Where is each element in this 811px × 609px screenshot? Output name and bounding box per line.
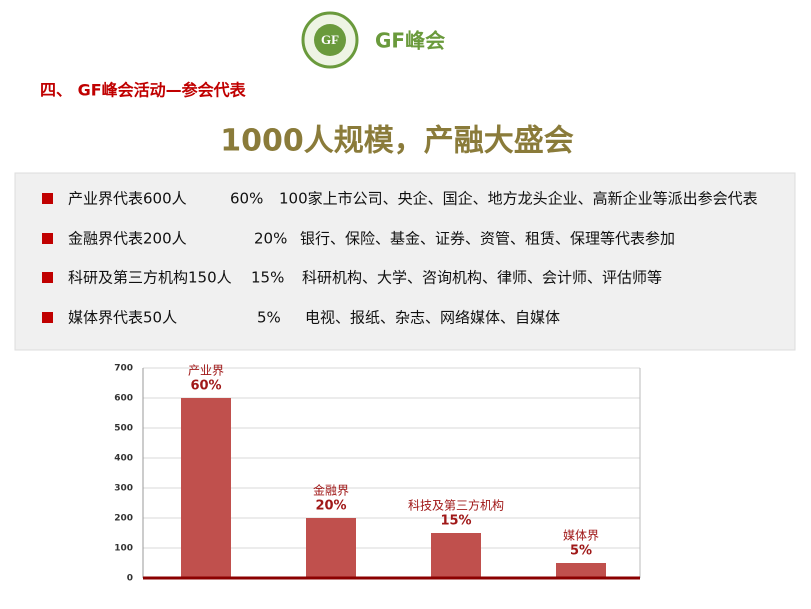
logo-core bbox=[314, 24, 346, 56]
bar bbox=[431, 533, 481, 578]
item-desc: 100家上市公司、央企、国企、地方龙头企业、高新企业等派出参会代表 bbox=[279, 190, 758, 208]
item-label: 媒体界代表50人 bbox=[68, 309, 177, 327]
bar bbox=[306, 518, 356, 578]
bar-share-label: 60% bbox=[190, 379, 221, 394]
y-tick-label: 300 bbox=[114, 484, 133, 494]
bar-share-label: 5% bbox=[570, 544, 592, 559]
y-tick-label: 500 bbox=[114, 424, 133, 434]
bar bbox=[181, 398, 231, 578]
info-box bbox=[14, 172, 796, 351]
bar-category-label: 科技及第三方机构 bbox=[408, 498, 504, 513]
logo: GF GF峰会 bbox=[301, 11, 445, 69]
item-label: 科研及第三方机构150人 bbox=[68, 269, 232, 287]
item-label: 产业界代表600人 bbox=[68, 190, 187, 208]
y-tick-label: 100 bbox=[114, 544, 133, 554]
bullet bbox=[42, 312, 53, 323]
item-label: 金融界代表200人 bbox=[68, 230, 187, 248]
bar-share-label: 15% bbox=[440, 514, 471, 529]
y-tick-label: 400 bbox=[114, 454, 133, 464]
item-share: 60% bbox=[230, 190, 263, 208]
bar-category-label: 媒体界 bbox=[563, 529, 599, 543]
bullet bbox=[42, 233, 53, 244]
section-title: 四、 GF峰会活动—参会代表 bbox=[40, 81, 247, 100]
bar bbox=[556, 563, 606, 578]
item-share: 15% bbox=[251, 269, 284, 287]
bar-category-label: 产业界 bbox=[188, 364, 224, 378]
item-desc: 科研机构、大学、咨询机构、律师、会计师、评估师等 bbox=[302, 269, 662, 287]
bar-share-label: 20% bbox=[315, 499, 346, 514]
item-desc: 电视、报纸、杂志、网络媒体、自媒体 bbox=[305, 309, 560, 327]
item-share: 20% bbox=[254, 230, 287, 248]
y-tick-label: 200 bbox=[114, 514, 133, 524]
y-tick-label: 0 bbox=[127, 574, 133, 584]
bullet bbox=[42, 272, 53, 283]
item-desc: 银行、保险、基金、证券、资管、租赁、保理等代表参加 bbox=[300, 230, 675, 248]
y-tick-label: 700 bbox=[114, 364, 133, 374]
item-share: 5% bbox=[257, 309, 281, 327]
y-tick-label: 600 bbox=[114, 394, 133, 404]
brand: GF峰会 bbox=[375, 29, 445, 53]
bar-category-label: 金融界 bbox=[313, 483, 349, 498]
logo-text: GF bbox=[321, 32, 339, 47]
headline: 1000人规模，产融大盛会 bbox=[220, 124, 574, 159]
bullet bbox=[42, 193, 53, 204]
